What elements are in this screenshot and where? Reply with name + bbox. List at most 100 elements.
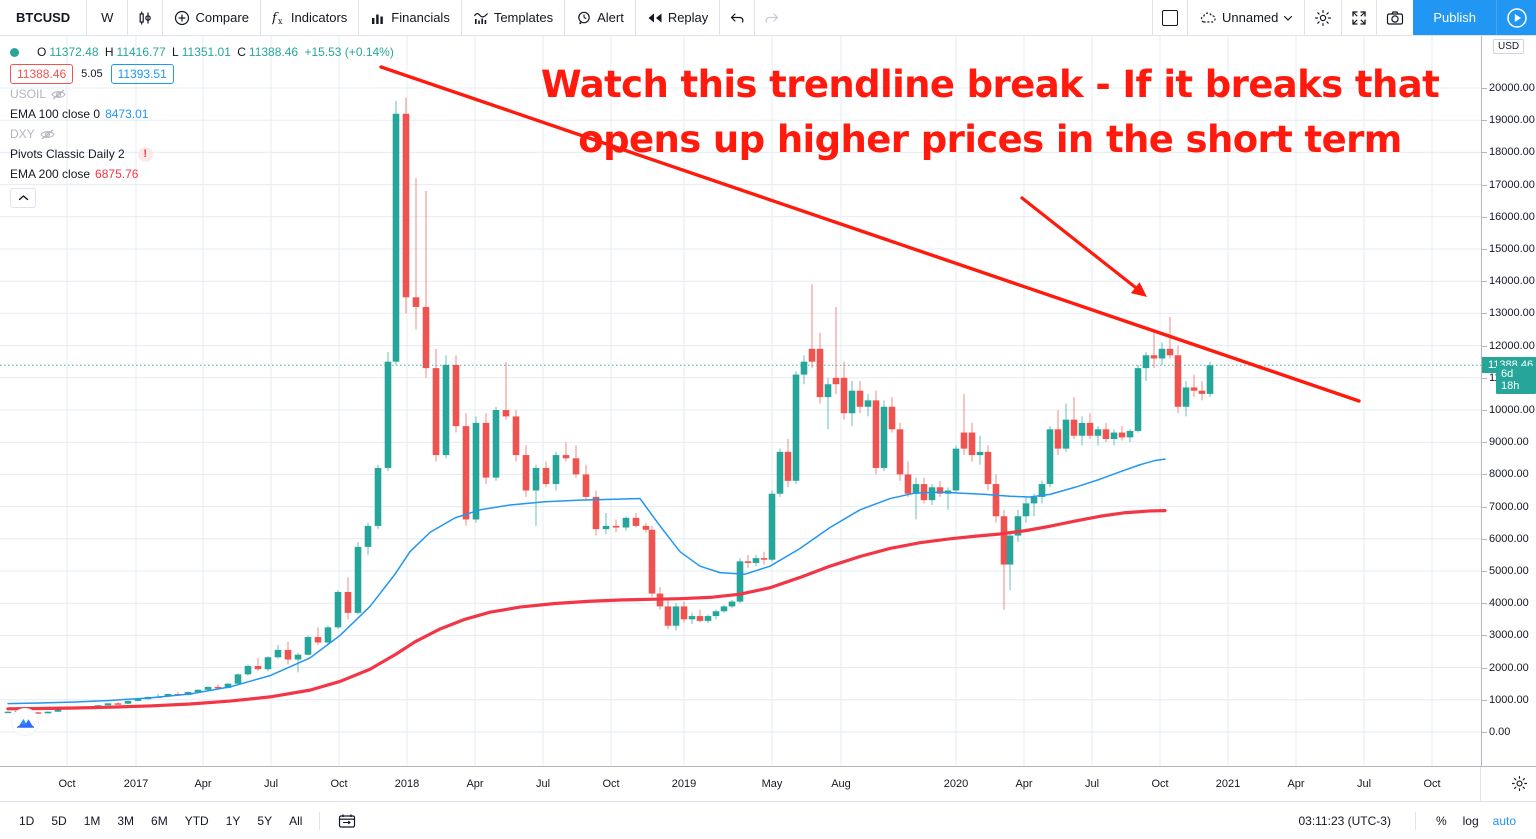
price-axis-tick: 12000.00: [1489, 339, 1535, 352]
time-axis-tick: Apr: [1287, 778, 1305, 790]
range-button-1d[interactable]: 1D: [19, 813, 35, 828]
clock-label: 03:11:23 (UTC-3): [1298, 813, 1391, 828]
time-axis-tick: Oct: [1151, 778, 1169, 790]
percent-scale-button[interactable]: %: [1435, 813, 1447, 828]
price-axis-tick-mark: [1482, 313, 1487, 315]
date-range-button[interactable]: [330, 809, 364, 833]
layout-name-button[interactable]: Unnamed: [1186, 0, 1304, 35]
publish-label: Publish: [1433, 10, 1476, 25]
price-axis-tick-mark: [1482, 249, 1487, 250]
templates-button[interactable]: Templates: [462, 0, 566, 35]
time-axis-tick: 2018: [394, 778, 420, 790]
price-axis-tick-mark: [1482, 442, 1487, 444]
svg-text:f: f: [272, 11, 279, 26]
statusbar-vdivider: [1414, 811, 1416, 830]
layout-name-label: Unnamed: [1221, 10, 1279, 25]
time-axis-tick: Apr: [194, 778, 212, 790]
price-axis-tick: 0.00: [1489, 726, 1511, 738]
time-axis-tick: Jul: [535, 778, 551, 790]
financials-button[interactable]: Financials: [359, 0, 462, 35]
time-axis-settings-button[interactable]: [1511, 775, 1528, 792]
time-axis-tick: Aug: [831, 778, 851, 790]
price-axis-tick: 17000.00: [1489, 178, 1535, 191]
time-axis-tick: Oct: [330, 778, 348, 790]
range-button-1y[interactable]: 1Y: [225, 813, 241, 828]
price-axis-tick-mark: [1482, 506, 1487, 508]
time-axis[interactable]: Oct 2017 Apr Jul Oct 2018 Apr Jul Oct 2019 May Aug 2…: [0, 766, 1536, 802]
price-axis-tick: 4000.00: [1489, 597, 1529, 610]
range-button-6m[interactable]: 6M: [151, 813, 168, 828]
templates-label: Templates: [493, 10, 554, 25]
price-axis-tick-mark: [1482, 88, 1487, 89]
price-axis-tick: 19000.00: [1489, 114, 1535, 127]
alert-button[interactable]: Alert: [565, 0, 636, 35]
cloud-dashed-icon: [1199, 11, 1217, 25]
bar-countdown-badge: 6d 18h: [1496, 366, 1536, 395]
redo-icon: [764, 11, 780, 25]
auto-scale-button[interactable]: auto: [1492, 813, 1516, 828]
price-axis-tick-mark: [1482, 216, 1487, 218]
time-axis-tick: 2021: [1215, 778, 1241, 790]
redo-button[interactable]: [755, 0, 789, 35]
play-button[interactable]: [1496, 0, 1536, 35]
time-axis-tick: 2017: [123, 778, 149, 790]
price-axis-tick: 16000.00: [1489, 210, 1535, 223]
undo-button[interactable]: [720, 0, 756, 35]
price-axis-tick: 8000.00: [1489, 468, 1529, 481]
snapshot-button[interactable]: [1376, 0, 1413, 35]
candle-style-button[interactable]: [128, 0, 164, 35]
range-button-5y[interactable]: 5Y: [257, 813, 273, 828]
price-axis-tick-mark: [1482, 152, 1487, 154]
time-axis-tick: May: [761, 778, 783, 790]
time-axis-tick: Apr: [466, 778, 484, 790]
plus-circle-icon: [174, 10, 190, 26]
price-pane[interactable]: [0, 36, 1481, 766]
replay-button[interactable]: Replay: [636, 0, 721, 35]
price-axis-tick: 3000.00: [1489, 629, 1529, 642]
range-button-ytd[interactable]: YTD: [184, 813, 209, 828]
statusbar-right-group: 03:11:23 (UTC-3) % log auto: [1298, 810, 1536, 832]
bottom-status-bar: 1D 5D 1M 3M 6M YTD 1Y 5Y All 03:11:23 (UTC-3) % …: [0, 801, 1536, 839]
price-axis-tick-mark: [1482, 699, 1487, 701]
range-button-3m[interactable]: 3M: [117, 813, 135, 828]
gear-icon: [1511, 775, 1528, 792]
symbol-button[interactable]: BTCUSD: [0, 0, 88, 35]
price-axis-tick: 2000.00: [1489, 661, 1529, 674]
range-button-all[interactable]: All: [289, 813, 303, 828]
layout-single-icon: [1161, 9, 1178, 26]
price-axis-tick-mark: [1482, 667, 1487, 669]
log-scale-button[interactable]: log: [1462, 813, 1479, 828]
drawings-layer[interactable]: [0, 36, 1481, 766]
range-button-1m[interactable]: 1M: [83, 813, 101, 828]
settings-button[interactable]: [1304, 0, 1341, 35]
price-axis[interactable]: USD 20000.00 19000.00 18000.00 17000.00 1600…: [1481, 36, 1536, 766]
statusbar-divider: [319, 811, 321, 830]
tradingview-logo[interactable]: [11, 708, 39, 736]
candle-style-icon: [137, 10, 153, 26]
fullscreen-button[interactable]: [1341, 0, 1376, 35]
timeframe-button[interactable]: W: [87, 0, 129, 35]
price-axis-tick-mark: [1482, 281, 1487, 283]
price-axis-tick: 5000.00: [1489, 565, 1529, 577]
fullscreen-icon: [1351, 10, 1367, 26]
legend-collapse-button[interactable]: [10, 188, 36, 208]
layout-button[interactable]: [1151, 0, 1187, 35]
publish-button[interactable]: Publish: [1413, 0, 1496, 35]
indicators-button[interactable]: f x Indicators: [261, 0, 360, 35]
chart-area: O 11372.48 H 11416.77 L 11351.01 C 11388.46 …: [0, 36, 1536, 802]
price-axis-tick: 10000.00: [1489, 404, 1535, 416]
gear-icon: [1314, 9, 1332, 27]
price-axis-tick-mark: [1482, 538, 1487, 540]
time-axis-divider: [1480, 767, 1481, 802]
price-axis-tick: 13000.00: [1489, 307, 1535, 320]
candlestick-series: [0, 97, 1481, 714]
price-axis-tick: 15000.00: [1489, 243, 1535, 255]
alert-label: Alert: [597, 10, 624, 25]
time-axis-tick: Oct: [1423, 778, 1441, 790]
compare-button[interactable]: Compare: [163, 0, 261, 35]
range-button-5d[interactable]: 5D: [51, 813, 67, 828]
price-axis-tick-mark: [1482, 184, 1487, 186]
price-axis-tick: 1000.00: [1489, 693, 1529, 706]
time-axis-tick: Oct: [58, 778, 76, 790]
chevron-up-icon: [18, 194, 29, 202]
